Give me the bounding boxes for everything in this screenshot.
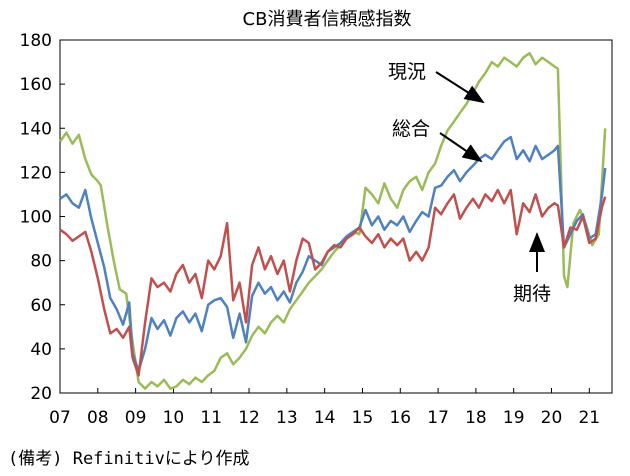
y-tick-label: 160 — [20, 75, 52, 95]
series-line-期待 — [59, 188, 607, 377]
x-tick-label: 17 — [427, 408, 449, 428]
y-tick-label: 80 — [30, 252, 52, 272]
x-tick-label: 11 — [200, 408, 222, 428]
label-sogo: 総合 — [392, 118, 430, 140]
series-lines — [58, 51, 607, 390]
x-tick-label: 21 — [578, 408, 600, 428]
y-tick-label: 60 — [30, 296, 52, 316]
x-tick-label: 10 — [163, 408, 185, 428]
y-tick-label: 140 — [20, 119, 52, 139]
x-tick-label: 12 — [238, 408, 260, 428]
arrow-genkyo — [435, 71, 485, 104]
series-line-現況 — [58, 51, 607, 390]
x-tick-label: 08 — [87, 408, 109, 428]
x-tick-label: 16 — [389, 408, 411, 428]
series-line-総合 — [59, 135, 607, 373]
x-tick-label: 09 — [125, 408, 147, 428]
chart-title: CB消費者信頼感指数 — [243, 9, 412, 30]
x-tick-label: 20 — [541, 408, 563, 428]
x-tick-label: 07 — [49, 408, 71, 428]
y-tick-label: 180 — [20, 31, 52, 51]
arrow-sogo — [439, 132, 483, 163]
x-tick-label: 14 — [314, 408, 336, 428]
label-genkyo: 現況 — [388, 61, 426, 83]
x-tick-label: 13 — [276, 408, 298, 428]
y-axis: 20 40 60 80 100 120 140 160 180 — [20, 31, 65, 404]
x-tick-label: 18 — [465, 408, 487, 428]
y-tick-label: 120 — [20, 163, 52, 183]
footnote: (備考) Refinitivにより作成 — [8, 449, 250, 469]
x-tick-label: 19 — [503, 408, 525, 428]
y-tick-label: 100 — [20, 208, 52, 228]
x-axis: 07 08 09 10 11 12 13 14 15 16 17 18 19 20 21 — [49, 388, 600, 428]
y-tick-label: 40 — [30, 340, 52, 360]
y-tick-label: 20 — [30, 384, 52, 404]
x-tick-label: 15 — [352, 408, 374, 428]
label-kitai: 期待 — [513, 283, 551, 305]
